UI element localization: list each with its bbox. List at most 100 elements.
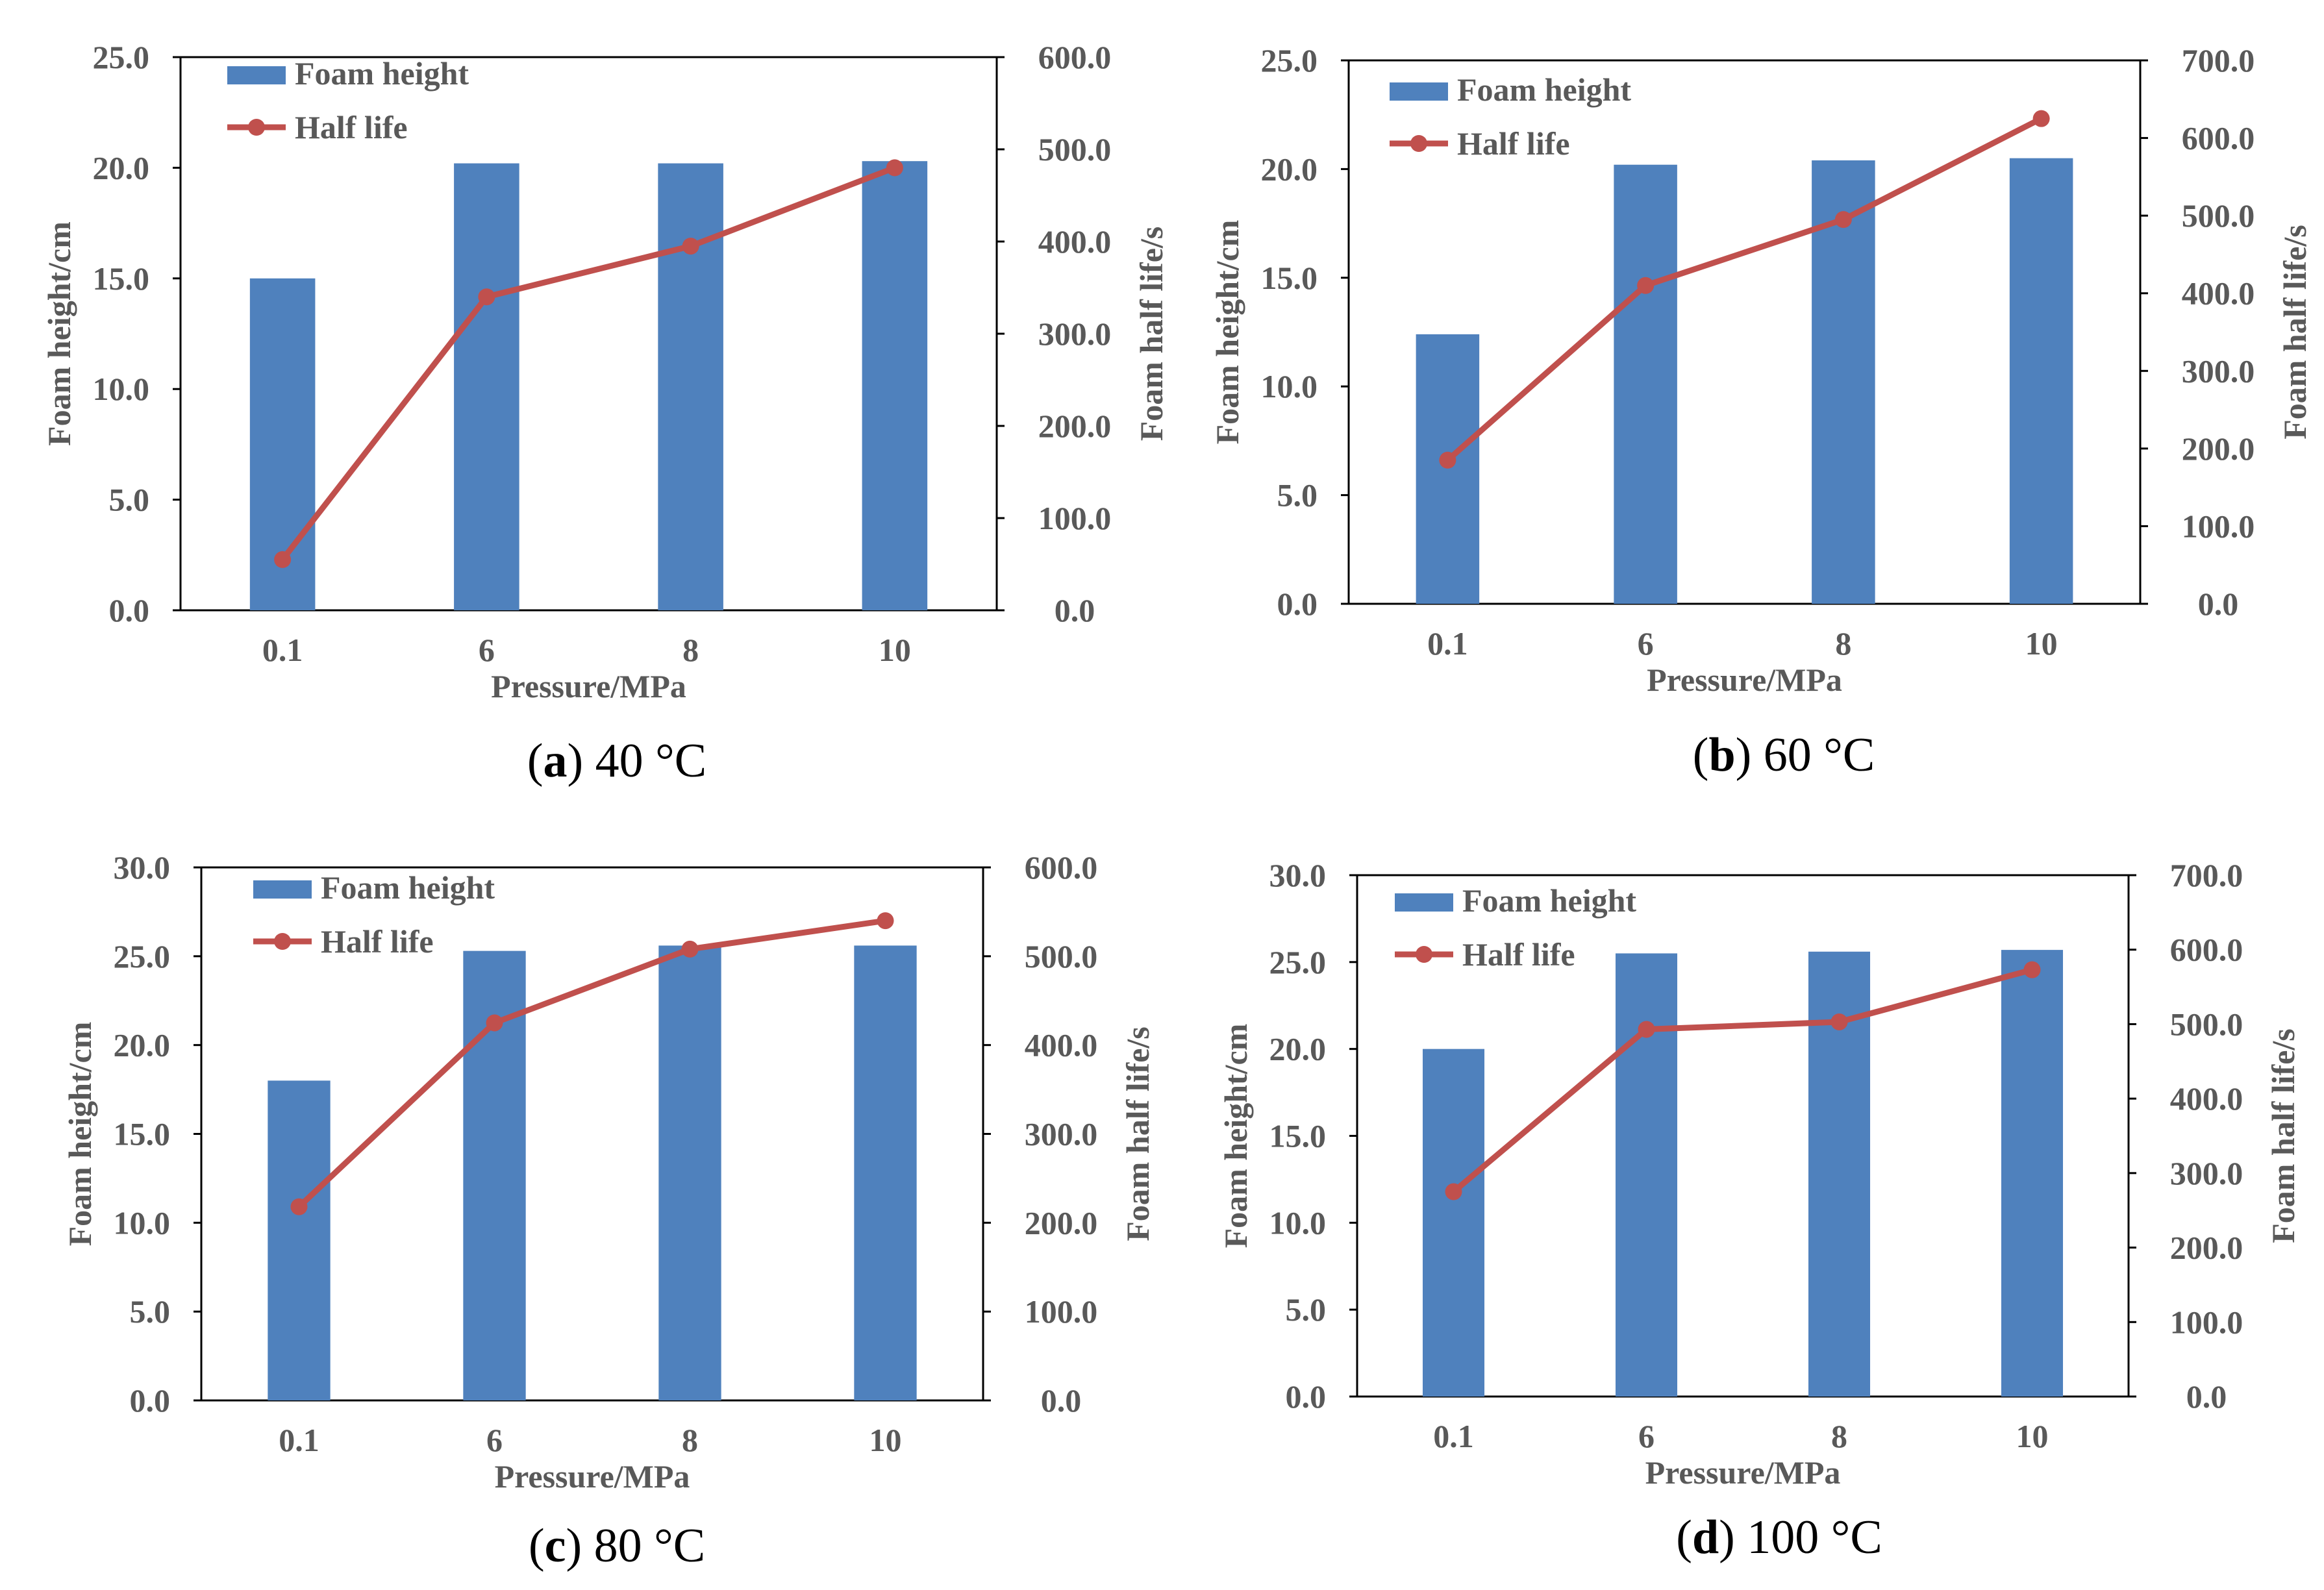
y-tick-label: 30.0 [114,849,171,886]
foam-height-bar [1614,164,1677,604]
legend-bar-swatch [1395,893,1453,912]
caption-rest: ) 100 °C [1719,1511,1882,1564]
legend-line-marker [248,119,265,136]
y-tick-label: 25.0 [114,938,171,975]
foam-height-bar [268,1080,331,1400]
foam-height-bar [1422,1049,1485,1397]
legend: Foam height Half life [1395,882,1636,973]
y2-tick-label: 600.0 [1025,849,1098,886]
y2-tick-label: 400.0 [1038,223,1112,260]
caption-rest: ) 40 °C [568,734,707,788]
y-tick-label: 20.0 [1269,1031,1327,1067]
y-tick-label: 15.0 [1261,260,1318,296]
y2-tick-label: 0.0 [2198,586,2239,622]
caption-rest: ) 80 °C [566,1519,705,1572]
y-axis-title: Foam height/cm [41,221,77,446]
foam-height-bar [454,163,519,611]
y2-tick-label: 0.0 [2186,1378,2227,1415]
half-life-point [2032,110,2050,127]
half-life-line [1445,116,2043,463]
y-tick-label: 0.0 [130,1382,171,1419]
legend-bar-swatch [1390,82,1448,101]
panel-caption: (b) 60 °C [1693,728,1875,782]
foam-height-bar [1615,953,1678,1397]
half-life-line [1451,967,2033,1194]
half-life-point [877,912,894,930]
y2-tick-label: 100.0 [1025,1293,1098,1330]
legend-bar-swatch [227,66,286,84]
y2-tick-label: 400.0 [2170,1080,2243,1117]
y2-tick-label: 200.0 [2182,430,2255,467]
chart-panel-b: 0.0 5.0 10.0 15.0 20.0 25.0 0.0 100.0 200.0 300.0… [1209,42,2313,782]
y-tick-label: 30.0 [1269,857,1327,893]
x-axis-title: Pressure/MPa [1647,662,1842,698]
x-tick-label: 10 [2025,625,2058,662]
x-tick-label: 8 [1835,625,1851,662]
y2-tick-label: 100.0 [2170,1304,2243,1340]
foam-height-bar [658,945,721,1400]
foam-height-bar [854,945,917,1400]
y2-axis-title: Foam half life/s [1133,227,1169,441]
half-life-line [280,165,896,562]
x-tick-label: 6 [1638,625,1654,662]
y2-tick-label: 200.0 [2170,1230,2243,1266]
plot-area-frame [1347,59,2142,605]
caption-letter: a [544,734,568,788]
y-tick-label: 5.0 [109,482,150,518]
half-life-point [290,1198,308,1215]
y2-tick-label: 200.0 [1025,1204,1098,1241]
y2-axis-title: Foam half life/s [1119,1026,1156,1241]
y-tick-label: 20.0 [93,149,150,186]
x-tick-label: 6 [1638,1418,1655,1454]
y2-tick-label: 600.0 [2182,120,2255,156]
x-tick-label: 0.1 [279,1422,319,1458]
chart-panel-c: 0.0 5.0 10.0 15.0 20.0 25.0 30.0 0.0 100.0 200.0 3… [62,849,1156,1572]
y-tick-label: 15.0 [93,260,150,297]
legend-bar-swatch [253,880,312,899]
legend-line-label: Half life [1462,936,1575,973]
y2-tick-label: 500.0 [1025,938,1098,975]
y2-tick-label: 500.0 [2182,197,2255,234]
y-tick-label: 10.0 [93,371,150,407]
y2-tick-label: 300.0 [2170,1155,2243,1191]
legend-bar-label: Foam height [1457,71,1631,108]
x-tick-label: 0.1 [1427,625,1468,662]
foam-height-bar [1812,160,1875,604]
caption-letter: c [545,1519,566,1572]
legend-bar-label: Foam height [1462,882,1636,919]
chart-panel-a: 0.0 5.0 10.0 15.0 20.0 25.0 0.0 100.0 200.0 300.0… [41,39,1169,788]
x-axis-title: Pressure/MPa [491,668,686,704]
legend: Foam height Half life [1390,71,1631,162]
legend-bar-label: Foam height [321,869,495,906]
half-life-point [1439,451,1456,469]
y2-tick-label: 600.0 [2170,932,2243,968]
panel-caption: (d) 100 °C [1676,1511,1882,1564]
y2-tick-label: 200.0 [1038,408,1112,444]
legend-line-marker [1410,135,1427,152]
foam-height-bar [2009,158,2073,604]
y2-tick-label: 300.0 [1038,316,1112,352]
y2-tick-label: 300.0 [2182,353,2255,389]
y-axis-title: Foam height/cm [1209,220,1245,445]
half-life-point [682,238,699,255]
y2-tick-label: 500.0 [2170,1006,2243,1042]
x-axis-title: Pressure/MPa [495,1458,690,1495]
legend-line-label: Half life [321,923,434,960]
half-life-point [1445,1183,1462,1200]
half-life-point [1830,1013,1848,1030]
caption-letter: d [1692,1511,1719,1564]
x-tick-label: 6 [486,1422,503,1458]
y-tick-label: 0.0 [1277,586,1318,622]
caption-open: ( [529,1519,545,1572]
caption-letter: b [1708,728,1735,782]
y2-tick-label: 400.0 [1025,1027,1098,1063]
x-tick-label: 0.1 [262,632,303,668]
x-tick-label: 0.1 [1433,1418,1474,1454]
half-life-point [1637,277,1655,294]
legend-bar-label: Foam height [295,55,469,92]
half-life-point [478,288,495,306]
y2-axis-title: Foam half life/s [2277,225,2313,440]
y2-tick-label: 500.0 [1038,131,1112,168]
half-life-point [886,159,903,177]
y-tick-label: 25.0 [1269,944,1327,980]
